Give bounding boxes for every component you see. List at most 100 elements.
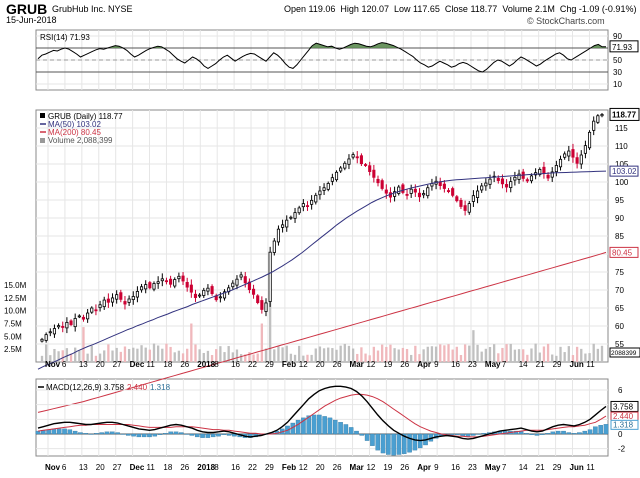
volume-bar: [546, 343, 550, 362]
macd-histogram-bar: [402, 433, 407, 454]
macd-pane-frame: [35, 378, 609, 457]
volume-label: Volume: [502, 4, 533, 14]
volume-bar: [78, 350, 81, 362]
macd-x-tick: 26: [333, 463, 342, 472]
volume-y-tick: 5.0M: [4, 332, 22, 341]
macd-histogram-bar: [51, 428, 57, 435]
price-candle: [475, 190, 480, 198]
price-x-tick: 18: [163, 360, 172, 369]
macd-x-tick: 13: [79, 463, 88, 472]
volume-bar: [526, 354, 529, 362]
macd-histogram-bar: [301, 417, 306, 435]
volume-bar: [231, 352, 234, 362]
volume-bar: [542, 346, 546, 362]
price-x-tick: 2018: [197, 360, 215, 369]
macd-histogram-bar: [561, 430, 566, 435]
macd-last-value: 3.758: [613, 402, 634, 411]
macd-x-tick: 9: [434, 463, 439, 472]
volume-bar: [152, 343, 156, 362]
price-candle: [339, 167, 343, 172]
macd-histogram-bar: [540, 433, 545, 435]
rsi-y-tick: 10: [613, 80, 622, 89]
price-candle: [260, 300, 264, 310]
price-candle: [413, 188, 417, 193]
price-x-tick: Dec: [130, 360, 145, 369]
ma200-line: [37, 251, 607, 413]
rsi-y-tick: 90: [613, 32, 622, 41]
price-x-tick: 11: [586, 360, 595, 369]
volume-bar: [426, 346, 429, 362]
volume-bar: [563, 352, 566, 362]
volume-bar: [281, 347, 284, 362]
price-candle: [264, 302, 268, 312]
price-candle: [193, 293, 198, 298]
price-candle: [451, 188, 455, 196]
macd-legend-hist: 1.318: [150, 383, 171, 392]
price-candle: [127, 298, 131, 303]
volume-bar: [119, 351, 122, 362]
macd-x-tick: Nov: [45, 463, 61, 472]
volume-bar: [285, 345, 288, 362]
price-candle: [239, 274, 243, 278]
price-candle: [218, 296, 222, 299]
macd-histogram-bar: [248, 433, 253, 438]
volume-bar: [389, 344, 392, 362]
price-candle: [546, 174, 550, 179]
volume-bar: [580, 348, 583, 362]
macd-histogram-bar: [226, 433, 232, 436]
macd-histogram-bar: [72, 430, 78, 435]
price-candle: [496, 177, 500, 181]
hist-last-value: 1.318: [613, 420, 634, 429]
macd-histogram-bar: [120, 433, 126, 435]
volume-bar: [505, 344, 508, 362]
rsi-last-value: 71.93: [612, 43, 633, 52]
volume-bar: [584, 353, 587, 362]
volume-bar: [522, 349, 525, 362]
macd-x-tick: 29: [265, 463, 274, 472]
price-legend: GRUB (Daily) 118.77: [48, 112, 123, 121]
price-y-tick: 65: [615, 304, 624, 313]
macd-histogram-bar: [141, 433, 147, 438]
price-candle: [372, 169, 376, 178]
price-candle: [467, 203, 471, 213]
macd-histogram-bar: [370, 433, 375, 446]
macd-histogram-bar: [603, 424, 609, 435]
legend-volume-swatch: [40, 138, 45, 143]
price-candle: [376, 178, 380, 184]
volume-bar: [98, 353, 102, 362]
volume-bar: [314, 348, 317, 362]
price-candle: [480, 185, 484, 191]
volume-bar: [202, 352, 205, 362]
hist-last-value-box: [610, 419, 639, 430]
macd-legend-signal: 2.440: [127, 383, 148, 392]
price-x-tick: Mar: [350, 360, 364, 369]
price-candle: [422, 193, 426, 196]
price-candle: [86, 312, 90, 320]
quote-date: 15-Jun-2018: [6, 15, 57, 25]
price-y-tick: 85: [615, 232, 624, 241]
volume-bar: [90, 345, 93, 362]
price-candle: [90, 307, 94, 313]
close-label: Close: [444, 4, 468, 14]
macd-histogram-bar: [327, 417, 333, 435]
price-candle: [243, 276, 247, 284]
price-candle: [177, 275, 181, 280]
price-candle: [567, 150, 571, 157]
price-x-tick: 19: [383, 360, 392, 369]
price-candle: [442, 183, 446, 189]
price-candle: [69, 320, 73, 325]
volume-bar: [136, 348, 139, 362]
macd-histogram-bar: [412, 433, 418, 451]
volume-bar: [57, 351, 60, 362]
macd-histogram-bar: [555, 430, 561, 435]
macd-histogram-bar: [481, 433, 487, 435]
macd-x-tick: 26: [180, 463, 189, 472]
macd-histogram-bar: [587, 429, 593, 435]
price-candle: [44, 334, 48, 341]
macd-histogram-bar: [184, 433, 189, 435]
macd-histogram-bar: [194, 433, 200, 438]
macd-histogram-bar: [78, 432, 83, 435]
volume-bar: [268, 287, 272, 362]
macd-histogram-bar: [529, 433, 534, 435]
macd-histogram-bar: [322, 416, 327, 435]
